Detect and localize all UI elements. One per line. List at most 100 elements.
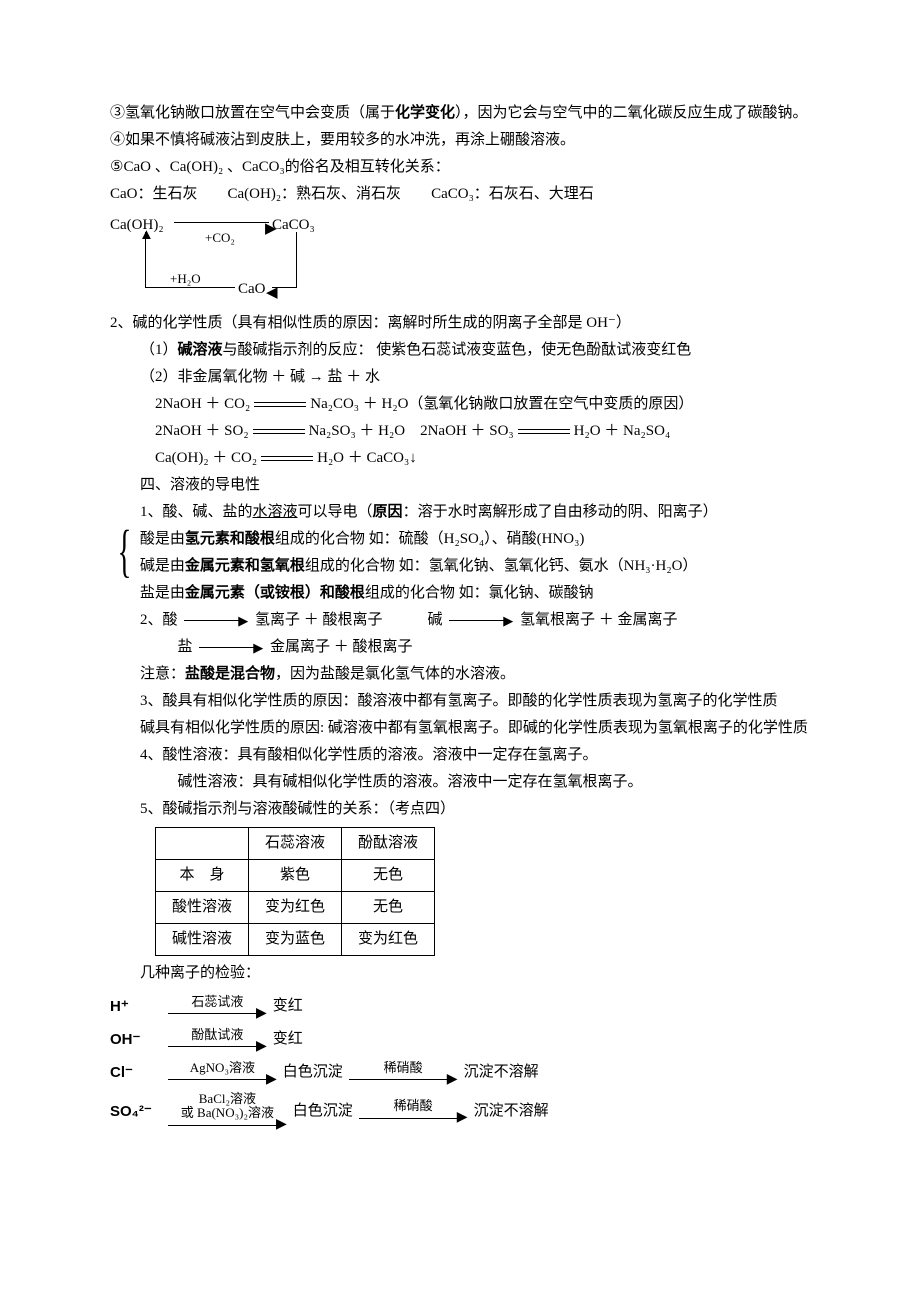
arrow-right-icon: ▶ [256,1009,267,1019]
th: 石蕊溶液 [249,828,342,860]
td: 紫色 [249,860,342,892]
d-co2: +CO₂ [205,226,235,249]
para-9: （2）非金属氧化物 ＋ 碱 → 盐 ＋ 水 [110,364,810,391]
t: 化学变化 [395,105,455,121]
t: 2NaOH ＋ SO₂ [155,423,249,439]
t: 组成的化合物 如：硫酸（H₂SO₄）、硝酸(HNO₃) [275,531,584,547]
para-5: ⑤CaO 、Ca(OH)₂ 、CaCO₃的俗名及相互转化关系： [110,154,810,181]
para-7: 2、碱的化学性质（具有相似性质的原因：离解时所生成的阴离子全部是 OH⁻） [110,310,810,337]
ion-label: Cl⁻ [110,1059,162,1086]
t: 水溶液 [253,504,298,520]
t: CaO：生石灰 [110,186,198,202]
para-18: 5、酸碱指示剂与溶液酸碱性的关系：（考点四） [110,796,810,823]
arrow-icon: ▶ [199,644,263,652]
reagent-label: 酚酞试液 [191,1028,243,1042]
t: 氢氧根离子 ＋ 金属离子 [520,612,678,628]
t: 盐是由 [140,585,185,601]
t: 碱 [428,612,443,628]
t: 碱是由 [140,558,185,574]
arrow-right-icon: ▶ [447,1075,458,1085]
eq-line-icon [261,455,313,463]
reagent-label: 石蕊试液 [191,995,243,1009]
ion-tests: H⁺石蕊试液▶变红OH⁻酚酞试液▶变红Cl⁻AgNO₃溶液▶白色沉淀稀硝酸▶沉淀… [110,993,810,1130]
t: ：溶于水时离解形成了自由移动的阴、阳离子） [403,504,718,520]
td: 碱性溶液 [156,924,249,956]
t: 氢离子 ＋ 酸根离子 [255,612,383,628]
para-19: 几种离子的检验： [110,960,810,987]
td: 变为蓝色 [249,924,342,956]
ion-result: 白色沉淀 [293,1098,353,1125]
para-3: ③氢氧化钠敞口放置在空气中会变质（属于化学变化），因为它会与空气中的二氧化碳反应… [110,100,810,127]
t: H₂O ＋ CaCO₃↓ [317,450,417,466]
reagent-label: AgNO₃溶液 [190,1061,255,1075]
eq-3: Ca(OH)₂ ＋ CO₂ H₂O ＋ CaCO₃↓ [110,445,810,472]
eq-2: 2NaOH ＋ SO₂Na₂SO₃ ＋ H₂O 2NaOH ＋ SO₃H₂O ＋… [110,418,810,445]
heading-4: 四、溶液的导电性 [110,472,810,499]
td: 无色 [342,892,435,924]
t: 可以导电（ [298,504,373,520]
eq-line-icon [518,428,570,436]
para-17: 碱性溶液：具有碱相似化学性质的溶液。溶液中一定存在氢氧根离子。 [110,769,810,796]
calcium-cycle-diagram: Ca(OH)₂ ▶ CaCO₃ +CO₂ ▲ +H₂O CaO ◀ [110,212,810,302]
table-row: 石蕊溶液 酚酞溶液 [156,828,435,860]
para-12: 盐 ▶ 金属离子 ＋ 酸根离子 [110,634,810,661]
t: 原因 [373,504,403,520]
arrow-right-icon: ▶ [266,1075,277,1085]
arrow-right-icon: ▶ [276,1120,287,1130]
reagent-arrow: AgNO₃溶液 ▶ [168,1061,277,1085]
t: ，因为盐酸是氯化氢气体的水溶液。 [275,666,515,682]
brace-definitions: { 酸是由氢元素和酸根组成的化合物 如：硫酸（H₂SO₄）、硝酸(HNO₃) 碱… [110,526,810,607]
t: 金属元素（或铵根）和酸根 [185,585,365,601]
arrow-icon: ▶ [184,617,248,625]
reagent-label: BaCl₂溶液 [199,1092,256,1106]
arrow-up-icon: ▲ [139,222,154,249]
t: 2NaOH ＋ CO₂ [155,396,250,412]
t: ③氢氧化钠敞口放置在空气中会变质（属于 [110,105,395,121]
ion-result: 变红 [273,993,303,1020]
ion-result: 白色沉淀 [283,1059,343,1086]
t: 氢元素和酸根 [185,531,275,547]
reagent-arrow: 稀硝酸 ▶ [349,1061,458,1085]
reagent-label: 稀硝酸 [384,1061,423,1075]
para-16: 4、酸性溶液：具有酸相似化学性质的溶液。溶液中一定存在氢离子。 [110,742,810,769]
reagent-arrow: 酚酞试液▶ [168,1028,267,1052]
t: 盐酸是混合物 [185,666,275,682]
d-line [145,287,235,288]
th: 酚酞溶液 [342,828,435,860]
table-row: 酸性溶液 变为红色 无色 [156,892,435,924]
table-row: 本 身 紫色 无色 [156,860,435,892]
t: 与酸碱指示剂的反应： 使紫色石蕊试液变蓝色，使无色酚酞试液变红色 [223,342,692,358]
reagent-arrow: 石蕊试液 ▶ [168,995,267,1019]
t: Na₂CO₃ ＋ H₂O（氢氧化钠敞口放置在空气中变质的原因） [310,396,693,412]
para-6: CaO：生石灰 Ca(OH)₂：熟石灰、消石灰 CaCO₃：石灰石、大理石 [110,181,810,208]
table-row: 碱性溶液 变为蓝色 变为红色 [156,924,435,956]
t: 盐 [178,639,193,655]
t: 2、酸 [140,612,178,628]
td: 无色 [342,860,435,892]
para-8: （1）碱溶液与酸碱指示剂的反应： 使紫色石蕊试液变蓝色，使无色酚酞试液变红色 [110,337,810,364]
arrow-icon: ▶ [449,617,513,625]
td: 酸性溶液 [156,892,249,924]
indicator-table: 石蕊溶液 酚酞溶液 本 身 紫色 无色 酸性溶液 变为红色 无色 碱性溶液 变为… [155,827,435,956]
ion-label: OH⁻ [110,1026,162,1053]
arrow-right-icon: ▶ [457,1113,468,1123]
def-acid: 酸是由氢元素和酸根组成的化合物 如：硫酸（H₂SO₄）、硝酸(HNO₃) [140,526,810,553]
t: CaCO₃：石灰石、大理石 [431,186,594,202]
t: 碱溶液 [178,342,223,358]
ion-row: SO₄²⁻BaCl₂溶液或 Ba(NO₃)₂溶液▶白色沉淀稀硝酸▶沉淀不溶解 [110,1092,810,1130]
td: 变为红色 [249,892,342,924]
d-line [296,232,297,287]
eq-line-icon [254,401,306,409]
d-caoh2: Ca(OH)₂ [110,212,164,239]
def-base: 碱是由金属元素和氢氧根组成的化合物 如：氢氧化钠、氢氧化钙、氨水（NH₃·H₂O… [140,553,810,580]
para-4: ④如果不慎将碱液沾到皮肤上，要用较多的水冲洗，再涂上硼酸溶液。 [110,127,810,154]
d-caco3: CaCO₃ [272,212,315,239]
t: （1） [140,342,178,358]
ion-label: SO₄²⁻ [110,1098,162,1125]
th [156,828,249,860]
t: Ca(OH)₂ ＋ CO₂ [155,450,257,466]
ion-row: Cl⁻AgNO₃溶液▶白色沉淀稀硝酸▶沉淀不溶解 [110,1059,810,1086]
ion-result: 变红 [273,1026,303,1053]
t: H₂O ＋ Na₂SO₄ [574,423,671,439]
para-13: 注意：盐酸是混合物，因为盐酸是氯化氢气体的水溶液。 [110,661,810,688]
